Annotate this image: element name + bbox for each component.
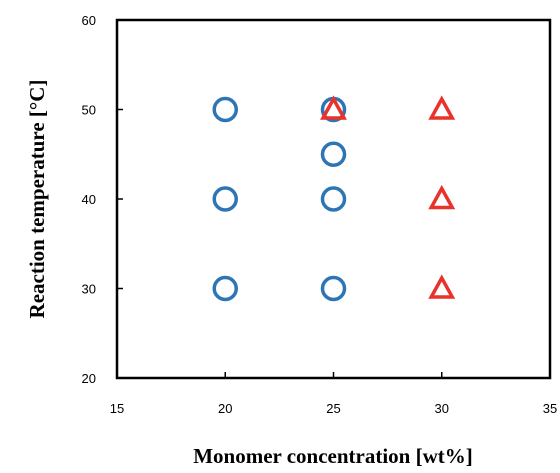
y-axis: 20 30 40 50 60 [82, 13, 123, 386]
circle-point [320, 186, 347, 212]
x-axis: 15 20 25 30 35 [110, 372, 557, 416]
plot-area [115, 18, 552, 380]
circle-point [212, 96, 238, 123]
y-tick-label: 60 [82, 13, 96, 28]
triangle-point [320, 95, 347, 120]
y-tick-label: 50 [82, 103, 96, 118]
y-tick-label: 40 [82, 192, 96, 207]
triangle-point [428, 95, 456, 120]
y-tick-label: 30 [82, 282, 96, 297]
y-axis-title: Reaction temperature [°C] [25, 80, 49, 319]
y-tick-label: 20 [82, 371, 96, 386]
x-tick-label: 30 [435, 401, 449, 416]
x-tick-label: 20 [218, 401, 232, 416]
circle-point [212, 186, 238, 212]
x-axis-title: Monomer concentration [wt%] [193, 444, 473, 468]
data-points [212, 95, 456, 302]
x-tick-label: 25 [326, 401, 340, 416]
triangle-point [428, 274, 456, 299]
x-tick-label: 35 [543, 401, 557, 416]
triangle-point [428, 184, 456, 210]
circle-point [320, 141, 347, 167]
circle-point [212, 275, 238, 302]
x-tick-label: 15 [110, 401, 124, 416]
circle-point [320, 275, 347, 302]
